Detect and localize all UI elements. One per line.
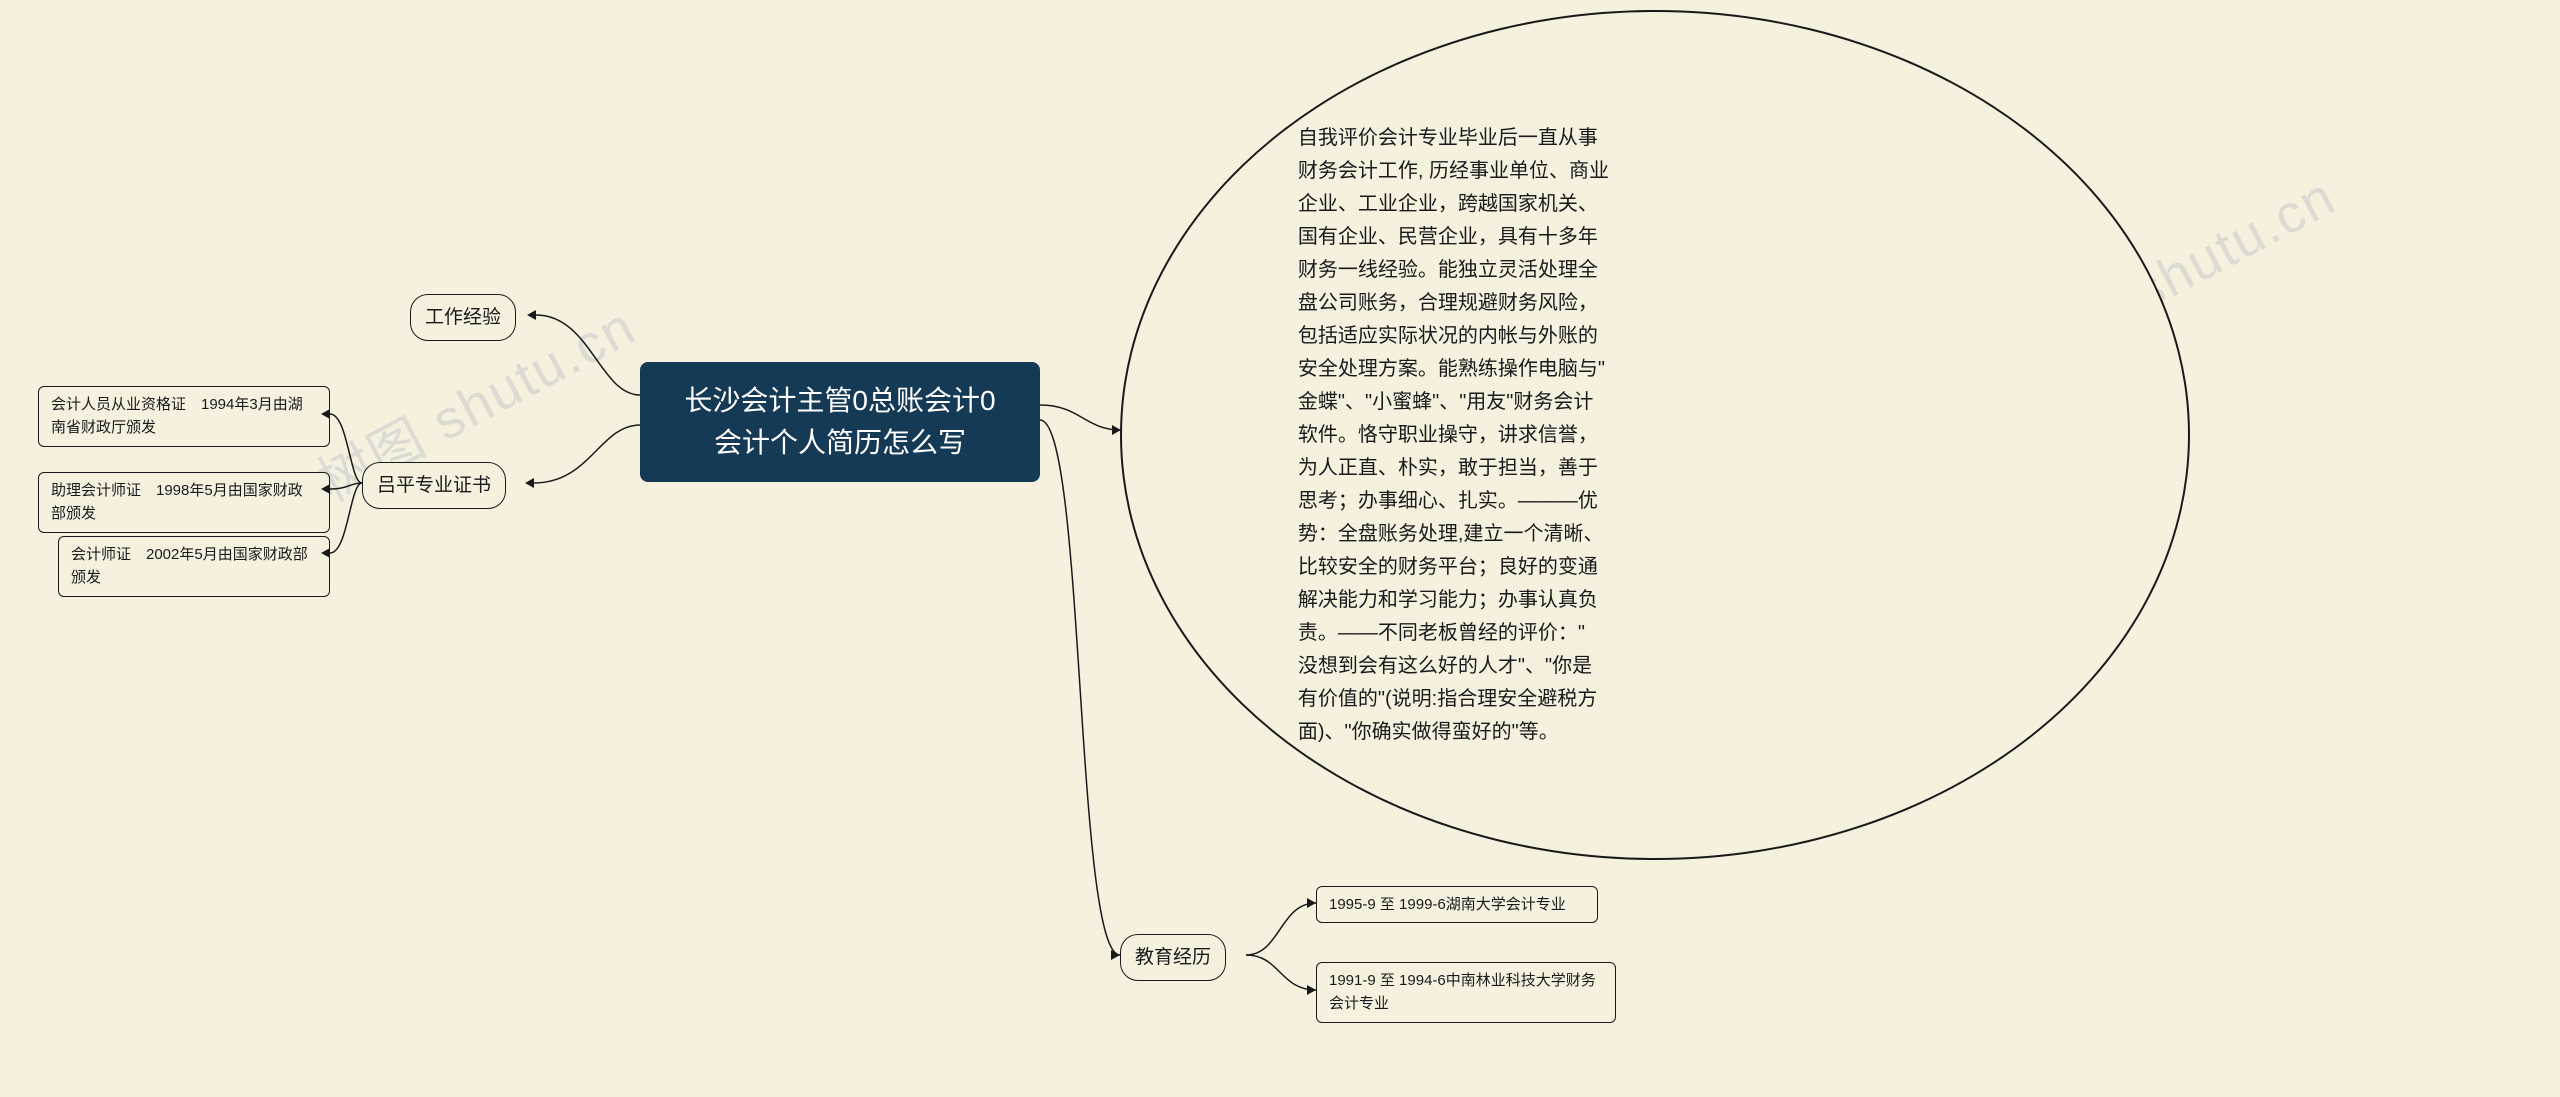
arrowhead bbox=[1111, 950, 1120, 960]
node-edu-1: 1995-9 至 1999-6湖南大学会计专业 bbox=[1316, 886, 1598, 923]
arrowhead bbox=[321, 484, 330, 494]
node-label: 1991-9 至 1994-6中南林业科技大学财务会计专业 bbox=[1329, 972, 1596, 1012]
node-cert-3: 会计师证 2002年5月由国家财政部颁发 bbox=[58, 536, 330, 597]
node-certificates: 吕平专业证书 bbox=[362, 462, 506, 509]
node-cert-1: 会计人员从业资格证 1994年3月由湖南省财政厅颁发 bbox=[38, 386, 330, 447]
node-label: 工作经验 bbox=[425, 307, 501, 328]
arrowhead bbox=[1112, 425, 1121, 435]
node-education: 教育经历 bbox=[1120, 934, 1226, 981]
root-node: 长沙会计主管0总账会计0会计个人简历怎么写 bbox=[640, 362, 1040, 482]
node-label: 1995-9 至 1999-6湖南大学会计专业 bbox=[1329, 896, 1566, 913]
arrowhead bbox=[527, 310, 536, 320]
node-label: 吕平专业证书 bbox=[377, 475, 491, 496]
arrowhead bbox=[1307, 985, 1316, 995]
node-work-experience: 工作经验 bbox=[410, 294, 516, 341]
arrowhead bbox=[1307, 898, 1316, 908]
node-label: 会计人员从业资格证 1994年3月由湖南省财政厅颁发 bbox=[51, 396, 303, 436]
arrowhead bbox=[525, 478, 534, 488]
node-edu-2: 1991-9 至 1994-6中南林业科技大学财务会计专业 bbox=[1316, 962, 1616, 1023]
self-eval-text: 自我评价会计专业毕业后一直从事财务会计工作, 历经事业单位、商业企业、工业企业，… bbox=[1298, 122, 2012, 749]
node-label: 教育经历 bbox=[1135, 947, 1211, 968]
node-self-evaluation: 自我评价会计专业毕业后一直从事财务会计工作, 历经事业单位、商业企业、工业企业，… bbox=[1120, 10, 2190, 860]
arrowhead bbox=[321, 548, 330, 558]
arrowhead bbox=[321, 409, 330, 419]
node-cert-2: 助理会计师证 1998年5月由国家财政部颁发 bbox=[38, 472, 330, 533]
root-label: 长沙会计主管0总账会计0会计个人简历怎么写 bbox=[684, 385, 995, 458]
node-label: 助理会计师证 1998年5月由国家财政部颁发 bbox=[51, 482, 303, 522]
node-label: 会计师证 2002年5月由国家财政部颁发 bbox=[71, 546, 308, 586]
